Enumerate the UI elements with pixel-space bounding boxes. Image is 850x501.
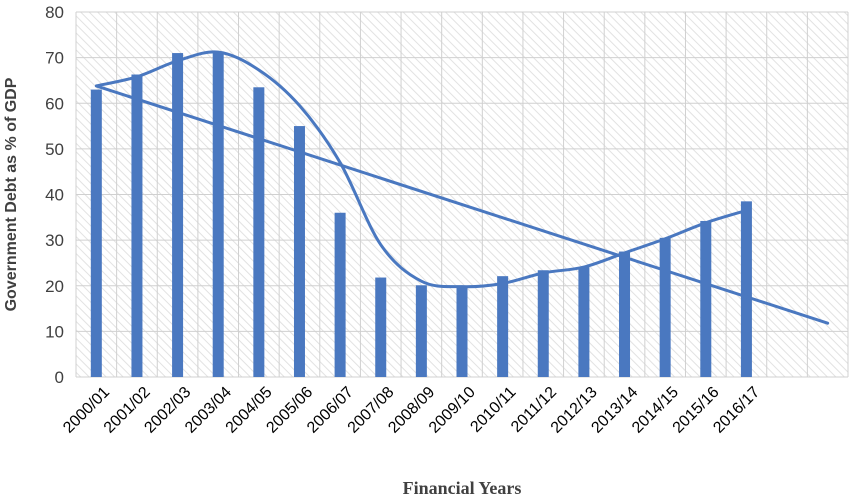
bar bbox=[415, 285, 427, 377]
grid-lines bbox=[75, 11, 849, 378]
bar bbox=[659, 237, 671, 377]
bar bbox=[293, 126, 305, 377]
series-line bbox=[95, 50, 747, 289]
y-tick-label: 60 bbox=[45, 94, 64, 113]
bar bbox=[375, 277, 387, 377]
y-tick-label: 0 bbox=[55, 368, 64, 387]
bar bbox=[497, 276, 509, 377]
bar bbox=[334, 212, 346, 377]
y-axis-title: Government Debt as % of GDP bbox=[3, 77, 20, 311]
bar-series bbox=[90, 51, 752, 377]
y-tick-label: 40 bbox=[45, 186, 64, 205]
bar bbox=[578, 267, 590, 377]
y-tick-label: 10 bbox=[45, 322, 64, 341]
line-series bbox=[94, 50, 830, 325]
bar bbox=[619, 251, 631, 377]
y-tick-label: 80 bbox=[45, 3, 64, 22]
bar bbox=[90, 89, 102, 377]
bar bbox=[700, 220, 712, 377]
bar bbox=[740, 201, 752, 377]
bar bbox=[172, 53, 184, 377]
bar bbox=[212, 51, 224, 377]
bar bbox=[131, 74, 143, 377]
trend-line bbox=[94, 84, 830, 325]
bar bbox=[537, 270, 549, 377]
x-axis-ticks: 2000/012001/022002/032003/042004/052005/… bbox=[60, 384, 763, 437]
y-tick-label: 50 bbox=[45, 140, 64, 159]
x-axis-title: Financial Years bbox=[403, 478, 522, 498]
bar bbox=[253, 87, 265, 377]
y-tick-label: 70 bbox=[45, 49, 64, 68]
y-tick-label: 20 bbox=[45, 277, 64, 296]
bar bbox=[456, 286, 468, 377]
y-axis-ticks: 0 10 20 30 40 50 60 70 80 bbox=[45, 3, 64, 387]
y-tick-label: 30 bbox=[45, 231, 64, 250]
